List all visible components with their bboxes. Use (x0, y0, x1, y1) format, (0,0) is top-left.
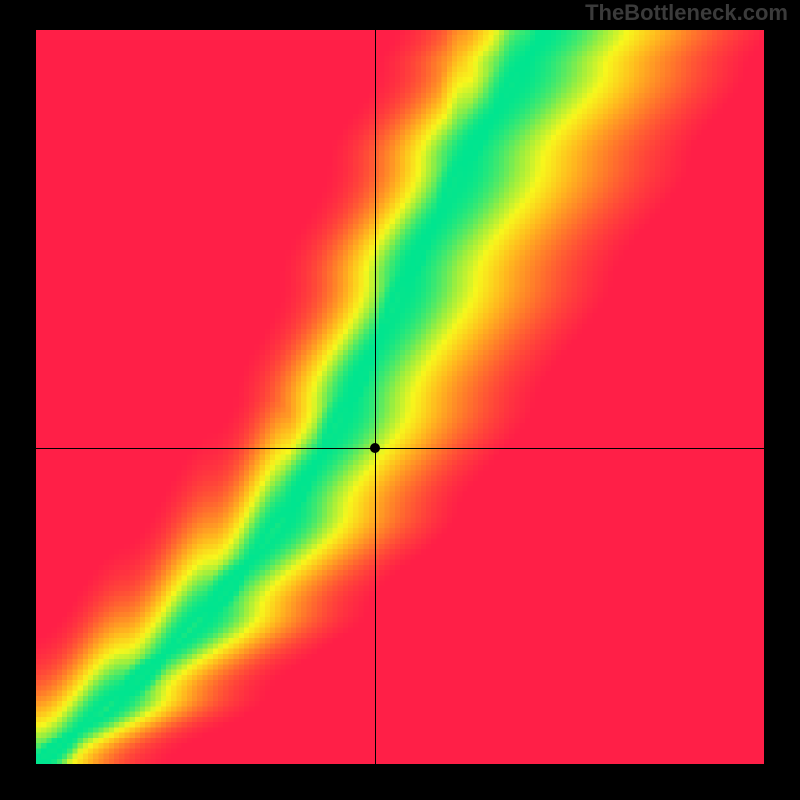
watermark-text: TheBottleneck.com (585, 0, 788, 26)
crosshair-vertical (375, 30, 376, 764)
operating-point-marker (370, 443, 380, 453)
chart-container: TheBottleneck.com (0, 0, 800, 800)
crosshair-horizontal (36, 448, 764, 449)
bottleneck-heatmap (36, 30, 764, 764)
